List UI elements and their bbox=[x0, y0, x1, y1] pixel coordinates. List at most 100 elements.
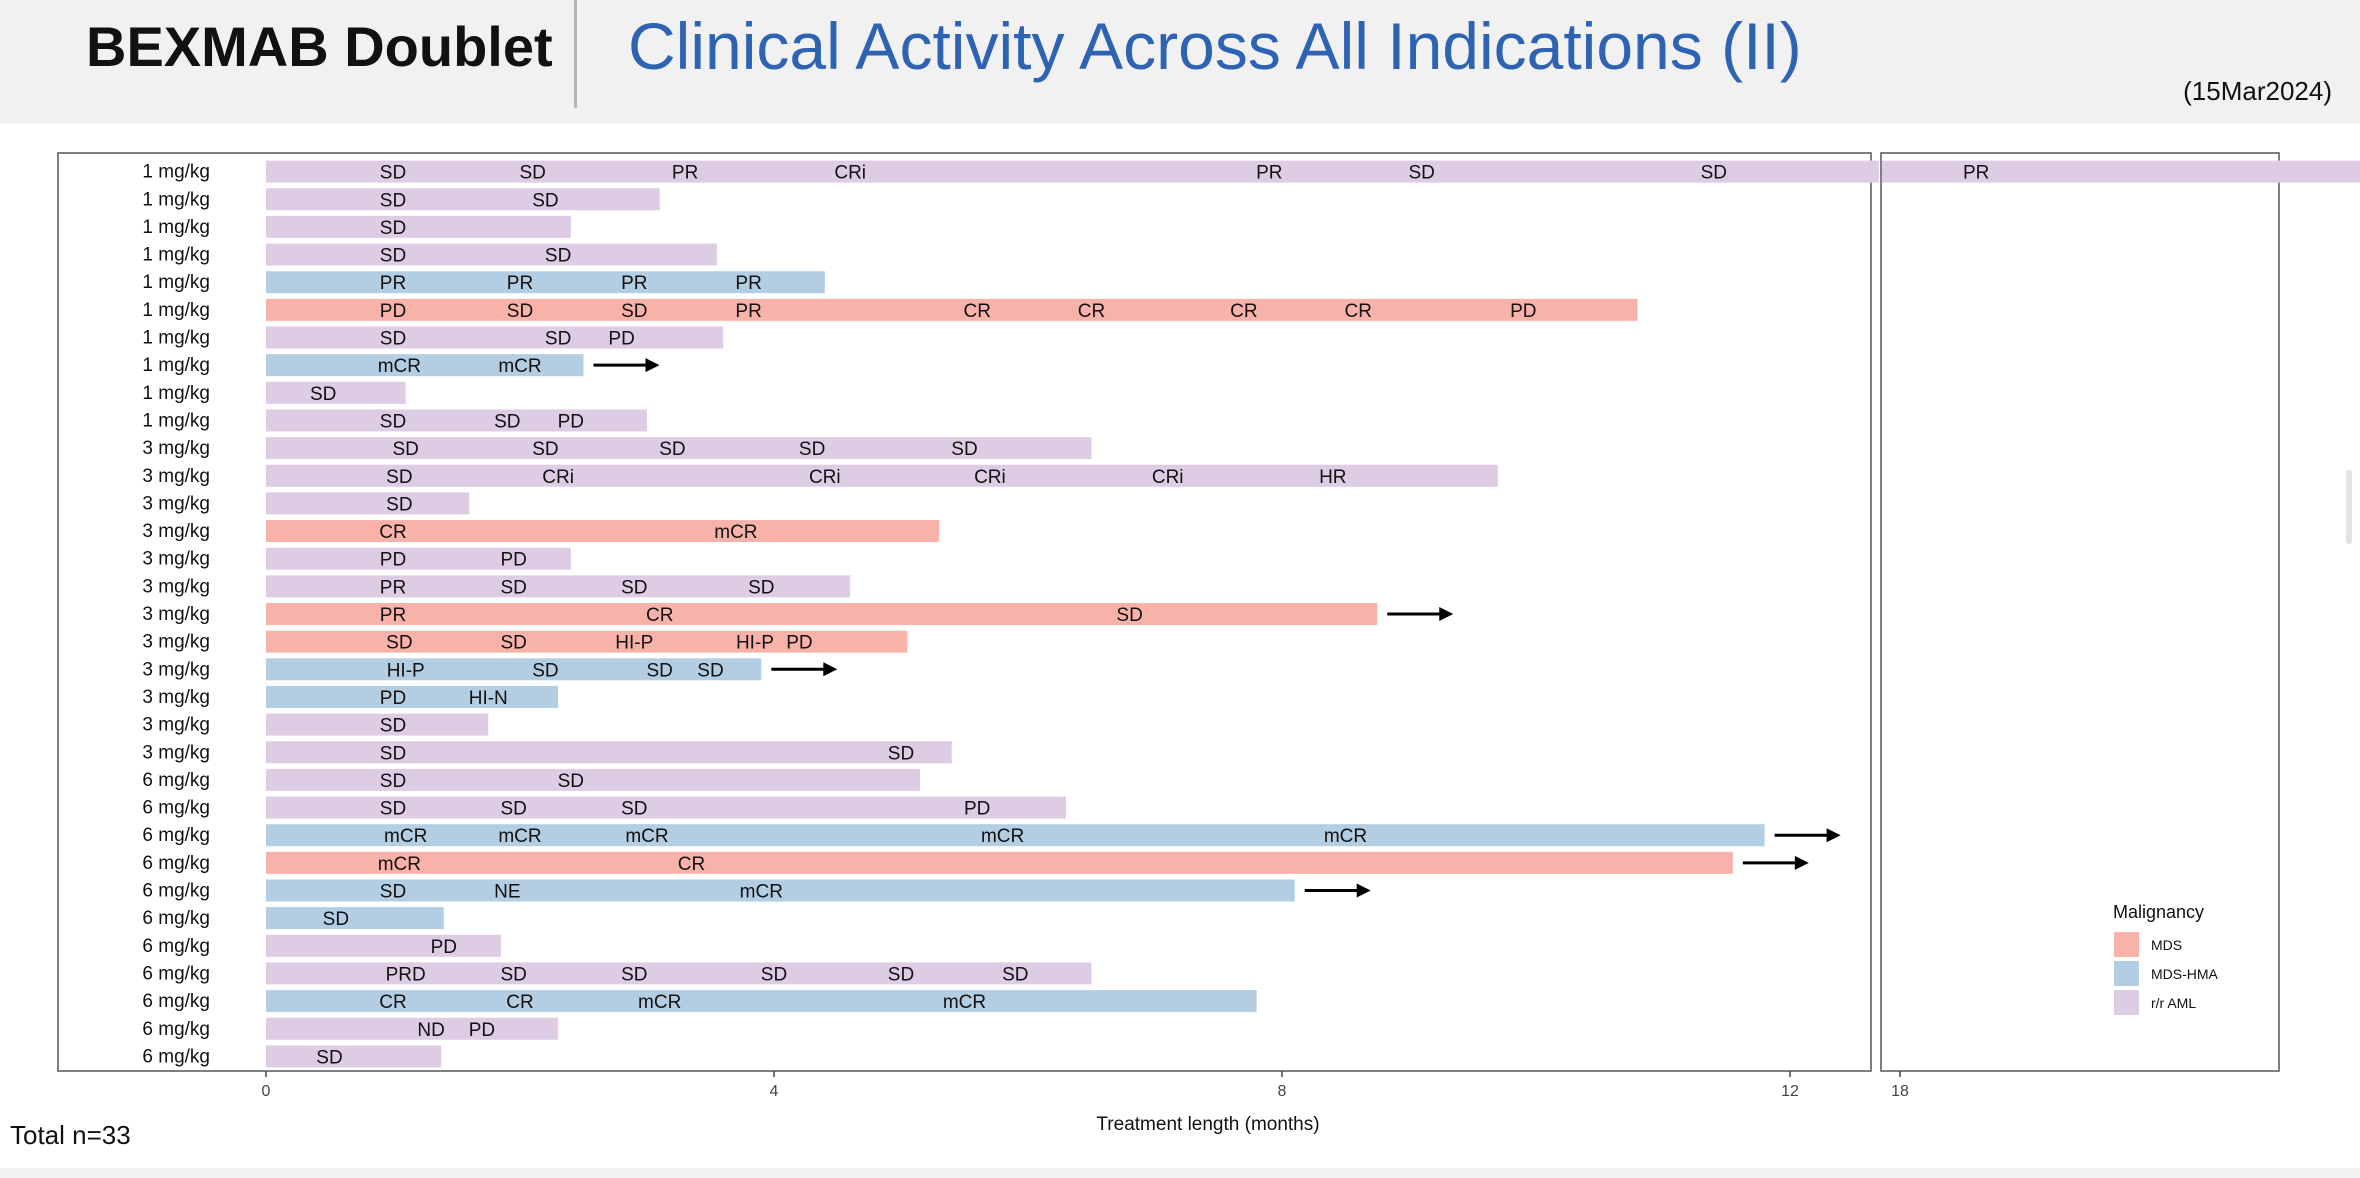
response-label: SD bbox=[380, 190, 406, 211]
legend-swatch bbox=[2114, 961, 2139, 986]
x-tick-label: 0 bbox=[262, 1083, 271, 1100]
response-label: mCR bbox=[625, 826, 668, 847]
row-label: 6 mg/kg bbox=[142, 936, 210, 957]
bar bbox=[266, 824, 1765, 847]
response-label: SD bbox=[386, 633, 412, 654]
response-label: SD bbox=[380, 218, 406, 239]
response-label: PR bbox=[380, 605, 406, 626]
ongoing-arrow-head bbox=[1356, 883, 1371, 898]
response-label: PR bbox=[1256, 163, 1282, 184]
bar bbox=[266, 437, 1092, 460]
bar bbox=[266, 575, 851, 598]
response-label: SD bbox=[558, 771, 584, 792]
response-label: CR bbox=[646, 605, 673, 626]
response-label: CRi bbox=[1152, 467, 1184, 488]
row-label: 6 mg/kg bbox=[142, 1046, 210, 1067]
response-label: mCR bbox=[498, 826, 541, 847]
ongoing-arrow-head bbox=[1794, 855, 1809, 870]
bar bbox=[266, 464, 1498, 487]
response-label: SD bbox=[507, 301, 533, 322]
bar bbox=[266, 298, 1638, 321]
response-label: PR bbox=[507, 273, 533, 294]
row-label: 6 mg/kg bbox=[142, 798, 210, 819]
row-label: 1 mg/kg bbox=[142, 217, 210, 238]
response-label: SD bbox=[532, 660, 558, 681]
response-label: SD bbox=[545, 246, 571, 267]
row-label: 6 mg/kg bbox=[142, 881, 210, 902]
response-label: SD bbox=[646, 660, 672, 681]
bar bbox=[266, 603, 1378, 625]
legend-title: Malignancy bbox=[2113, 902, 2204, 922]
row-label: 6 mg/kg bbox=[142, 825, 210, 846]
row-label: 6 mg/kg bbox=[142, 853, 210, 874]
response-label: SD bbox=[1002, 964, 1028, 985]
response-label: mCR bbox=[714, 522, 757, 543]
row-label: 6 mg/kg bbox=[142, 991, 210, 1012]
response-label: SD bbox=[380, 799, 406, 820]
response-label: PD bbox=[380, 688, 406, 709]
response-label: SD bbox=[380, 163, 406, 184]
bar bbox=[266, 907, 444, 930]
bar-broken bbox=[1882, 160, 2360, 183]
scroll-handle[interactable] bbox=[2346, 470, 2352, 544]
response-label: PD bbox=[469, 1020, 495, 1041]
response-label: SD bbox=[386, 494, 412, 515]
bar bbox=[266, 851, 1733, 874]
bar bbox=[266, 768, 921, 791]
response-label: SD bbox=[761, 964, 787, 985]
response-label: PD bbox=[558, 411, 584, 432]
bar bbox=[266, 713, 489, 736]
response-label: SD bbox=[380, 882, 406, 903]
response-label: SD bbox=[659, 439, 685, 460]
response-label: CR bbox=[678, 854, 705, 875]
plot-panel-broken bbox=[1880, 152, 2280, 1072]
legend-swatch bbox=[2114, 990, 2139, 1015]
response-label: SD bbox=[532, 190, 558, 211]
response-label: mCR bbox=[378, 356, 421, 377]
response-label: HI-P bbox=[387, 660, 425, 681]
bar bbox=[266, 215, 571, 238]
response-label: CR bbox=[379, 522, 406, 543]
row-label: 1 mg/kg bbox=[142, 245, 210, 266]
row-label: 3 mg/kg bbox=[142, 576, 210, 597]
response-label: PR bbox=[672, 163, 698, 184]
bar bbox=[266, 990, 1257, 1013]
response-label: PR bbox=[621, 273, 647, 294]
bar bbox=[266, 271, 825, 294]
row-label: 3 mg/kg bbox=[142, 549, 210, 570]
response-label: PD bbox=[431, 937, 457, 958]
response-label: SD bbox=[316, 1047, 342, 1068]
bar bbox=[266, 1017, 559, 1040]
response-label: SD bbox=[380, 411, 406, 432]
row-label: 3 mg/kg bbox=[142, 521, 210, 542]
row-label: 3 mg/kg bbox=[142, 715, 210, 736]
row-label: 3 mg/kg bbox=[142, 687, 210, 708]
response-label: PR bbox=[1963, 163, 1989, 184]
bar bbox=[266, 879, 1295, 902]
response-label: SD bbox=[380, 716, 406, 737]
total-count: Total n=33 bbox=[10, 1120, 131, 1150]
row-label: 3 mg/kg bbox=[142, 493, 210, 514]
response-label: mCR bbox=[981, 826, 1024, 847]
response-label: PD bbox=[500, 550, 526, 571]
legend-label: MDS-HMA bbox=[2151, 966, 2219, 982]
response-label: SD bbox=[621, 577, 647, 598]
row-label: 3 mg/kg bbox=[142, 438, 210, 459]
bar bbox=[266, 520, 940, 543]
response-label: SD bbox=[386, 467, 412, 488]
header-divider bbox=[574, 0, 577, 108]
response-label: CRi bbox=[542, 467, 574, 488]
response-label: SD bbox=[621, 799, 647, 820]
response-label: SD bbox=[500, 964, 526, 985]
response-label: CR bbox=[379, 992, 406, 1013]
footer-strip bbox=[0, 1168, 2360, 1178]
legend-label: MDS bbox=[2151, 937, 2182, 953]
slide-title: Clinical Activity Across All Indications… bbox=[628, 9, 1802, 83]
response-label: mCR bbox=[384, 826, 427, 847]
ongoing-arrow-head bbox=[1826, 828, 1841, 843]
response-label: SD bbox=[380, 771, 406, 792]
x-tick-label: 18 bbox=[1891, 1083, 1909, 1100]
row-label: 3 mg/kg bbox=[142, 659, 210, 680]
bar bbox=[266, 381, 406, 404]
response-label: PR bbox=[735, 301, 761, 322]
